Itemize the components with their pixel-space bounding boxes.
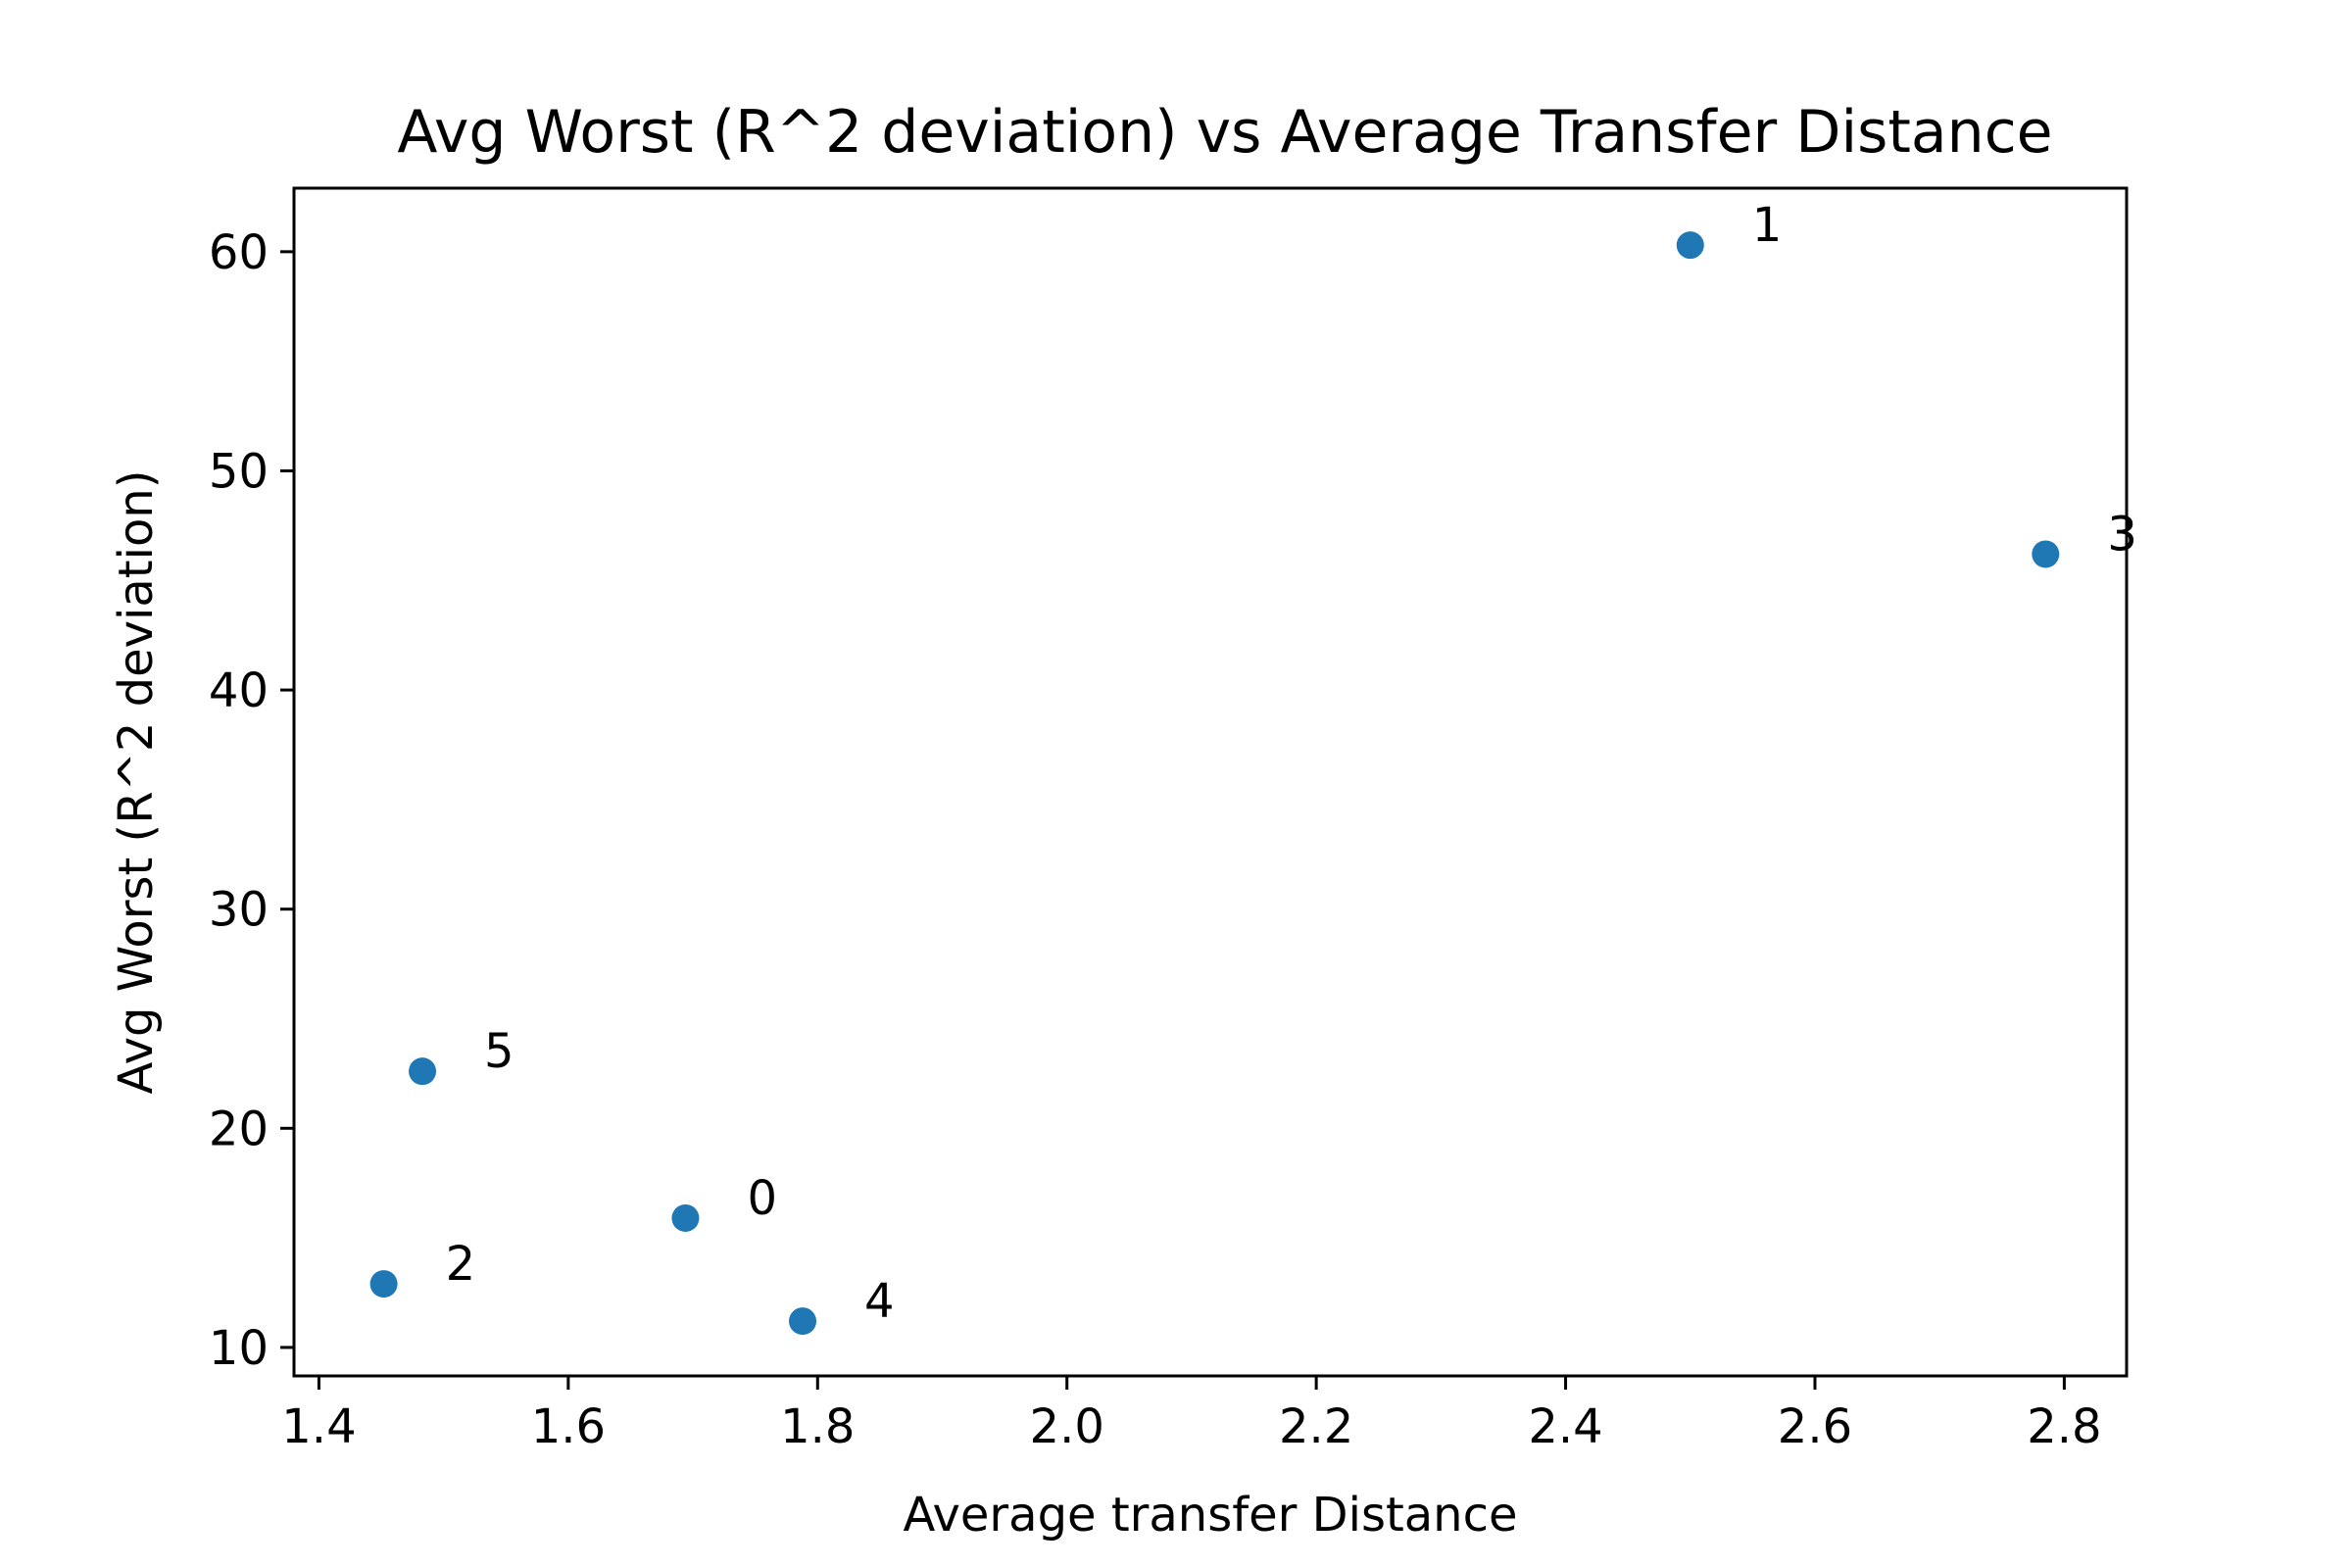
data-point-5 <box>409 1057 437 1086</box>
data-point-4 <box>789 1307 817 1336</box>
data-point-1 <box>1676 231 1704 260</box>
data-points: 0 1 2 3 4 5 <box>369 198 2137 1336</box>
data-point-2 <box>369 1270 398 1298</box>
x-tick-label: 2.4 <box>1528 1399 1602 1454</box>
plot-frame <box>292 186 2129 1378</box>
x-tick-label: 2.2 <box>1279 1399 1353 1454</box>
y-tick-label: 20 <box>209 1102 269 1156</box>
y-tick-label: 50 <box>209 444 269 499</box>
data-point-label: 3 <box>2107 507 2137 562</box>
x-axis: 1.4 1.6 1.8 2.0 2.2 2.4 2.6 2.8 <box>281 1376 2102 1454</box>
y-tick-label: 30 <box>209 883 269 938</box>
data-point-3 <box>2032 540 2060 568</box>
data-point-label: 1 <box>1752 198 1783 253</box>
x-tick-label: 2.6 <box>1778 1399 1852 1454</box>
data-point-label: 2 <box>446 1237 476 1292</box>
data-point-label: 5 <box>484 1024 514 1079</box>
x-tick-label: 1.4 <box>281 1399 356 1454</box>
y-tick-label: 40 <box>209 663 269 718</box>
y-tick-label: 60 <box>209 225 269 280</box>
x-tick-label: 2.8 <box>2027 1399 2101 1454</box>
x-axis-label: Average transfer Distance <box>903 1488 1517 1543</box>
x-tick-label: 1.6 <box>531 1399 606 1454</box>
data-point-label: 4 <box>864 1274 895 1329</box>
data-point-0 <box>671 1203 700 1232</box>
y-axis-label: Avg Worst (R^2 deviation) <box>109 470 164 1095</box>
y-axis: 10 20 30 40 50 60 <box>209 225 294 1376</box>
x-tick-label: 1.8 <box>780 1399 855 1454</box>
x-tick-label: 2.0 <box>1030 1399 1104 1454</box>
y-tick-label: 10 <box>209 1321 269 1376</box>
data-point-label: 0 <box>747 1171 777 1226</box>
chart-title: Avg Worst (R^2 deviation) vs Average Tra… <box>397 98 2052 167</box>
